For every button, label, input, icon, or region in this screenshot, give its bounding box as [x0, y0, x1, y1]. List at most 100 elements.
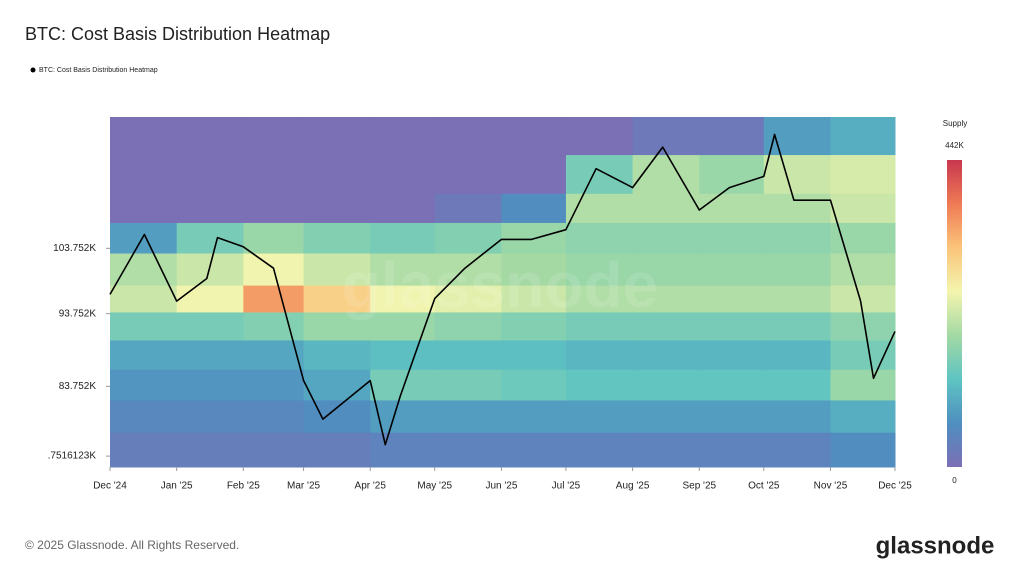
heat-cell — [632, 432, 700, 468]
heat-cell — [699, 339, 765, 370]
heat-cell — [632, 193, 700, 223]
heat-cell — [763, 399, 831, 433]
x-tick-label: Dec '24 — [93, 481, 127, 492]
heat-cell — [110, 154, 178, 194]
heat-cell — [434, 154, 502, 194]
heat-cell — [632, 222, 700, 254]
heat-cell — [176, 311, 244, 341]
heat-cell — [370, 399, 436, 433]
colorbar — [947, 160, 962, 467]
x-tick-label: Jun '25 — [485, 481, 517, 492]
heat-cell — [110, 369, 178, 401]
heat-cell — [303, 222, 371, 254]
heat-cell — [303, 369, 371, 401]
x-tick-label: Nov '25 — [814, 481, 848, 492]
x-tick-label: Aug '25 — [616, 481, 650, 492]
heat-cell — [434, 432, 502, 468]
heat-cell — [763, 432, 831, 468]
heat-cell — [565, 154, 634, 194]
heat-cell — [243, 285, 305, 313]
heat-cell — [303, 339, 371, 370]
heat-cell — [176, 339, 244, 370]
heat-cell — [243, 369, 305, 401]
heat-cell — [243, 117, 305, 156]
x-tick-label: Jul '25 — [552, 481, 581, 492]
heat-cell — [699, 253, 765, 286]
heat-cell — [501, 193, 567, 223]
heat-cell — [501, 369, 567, 401]
heat-cell — [176, 222, 244, 254]
heat-cell — [370, 432, 436, 468]
heat-cell — [176, 117, 244, 156]
heat-cell — [501, 117, 567, 156]
heat-cell — [434, 311, 502, 341]
heat-cell — [110, 117, 178, 156]
heat-cell — [370, 339, 436, 370]
heat-cell — [565, 117, 634, 156]
heat-cell — [632, 369, 700, 401]
heat-cell — [110, 339, 178, 370]
heat-cell — [370, 222, 436, 254]
heat-cell — [110, 285, 178, 313]
chart-title: BTC: Cost Basis Distribution Heatmap — [25, 24, 330, 44]
heat-cell — [303, 117, 371, 156]
heat-cell — [370, 117, 436, 156]
heat-cell — [830, 285, 896, 313]
price-line — [109, 133, 896, 446]
heat-cell — [243, 339, 305, 370]
brand: glassnode — [876, 532, 995, 559]
heat-cell — [565, 253, 634, 286]
heat-cell — [632, 117, 700, 156]
heat-cell — [830, 154, 896, 194]
legend-marker — [30, 67, 36, 73]
heat-cell — [565, 222, 634, 254]
heat-cell — [243, 154, 305, 194]
x-tick-label: Sep '25 — [682, 481, 716, 492]
x-tick-label: Mar '25 — [287, 481, 320, 492]
heat-cell — [176, 399, 244, 433]
x-tick-label: Oct '25 — [748, 481, 780, 492]
heat-cell — [763, 285, 831, 313]
colorbar-tick-label: 442K — [945, 141, 964, 150]
heat-cell — [434, 369, 502, 401]
heat-cell — [303, 285, 371, 313]
heat-cell — [303, 432, 371, 468]
heat-cell — [830, 432, 896, 468]
heat-cell — [699, 369, 765, 401]
heat-cell — [110, 432, 178, 468]
heat-cell — [243, 399, 305, 433]
heat-cell — [565, 285, 634, 313]
heat-cell — [434, 399, 502, 433]
heat-cell — [699, 193, 765, 223]
x-tick-label: Jan '25 — [161, 481, 193, 492]
heat-cell — [303, 311, 371, 341]
y-tick-label: 83.752K — [59, 381, 97, 392]
x-tick-label: Feb '25 — [227, 481, 260, 492]
heat-cell — [830, 117, 896, 156]
colorbar-tick-label: 0 — [952, 476, 957, 485]
heat-cell — [176, 154, 244, 194]
heatmap — [110, 117, 896, 468]
heat-cell — [632, 399, 700, 433]
heat-cell — [434, 117, 502, 156]
heat-cell — [110, 193, 178, 223]
heat-cell — [303, 193, 371, 223]
heat-cell — [176, 285, 244, 313]
heat-cell — [763, 193, 831, 223]
heat-cell — [176, 369, 244, 401]
x-tick-label: Apr '25 — [355, 481, 387, 492]
watermark: glassnode — [342, 249, 659, 321]
heat-cell — [501, 285, 567, 313]
y-tick-label: .7516123K — [48, 451, 97, 462]
colorbar-title: Supply — [943, 119, 967, 128]
heat-cell — [830, 399, 896, 433]
heat-cell — [370, 369, 436, 401]
heat-cell — [763, 154, 831, 194]
heat-cell — [830, 369, 896, 401]
heat-cell — [303, 154, 371, 194]
heat-cell — [632, 339, 700, 370]
heat-cell — [699, 222, 765, 254]
heat-cell — [176, 193, 244, 223]
heat-cell — [763, 222, 831, 254]
